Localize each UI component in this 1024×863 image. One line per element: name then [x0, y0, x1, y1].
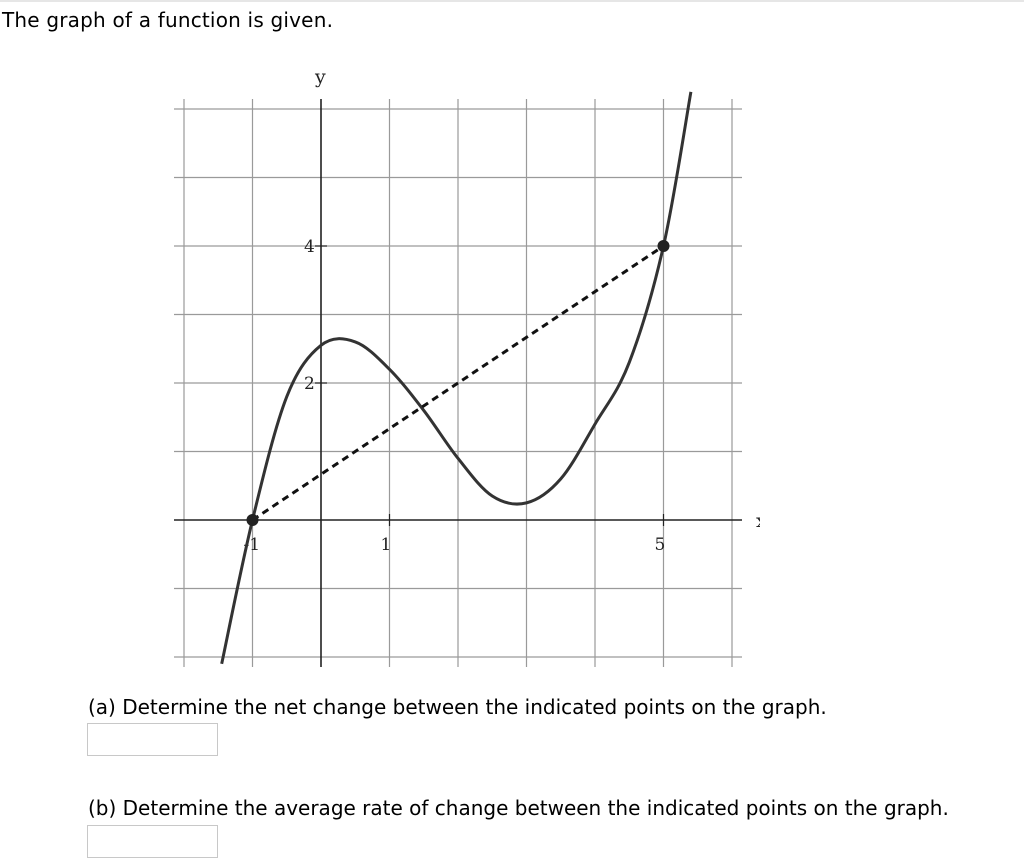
- indicated-point: [657, 240, 670, 252]
- y-tick-label: 4: [304, 237, 315, 257]
- answer-a-input[interactable]: [87, 723, 218, 756]
- x-axis-label: x: [756, 510, 760, 532]
- y-tick-label: 2: [304, 374, 315, 394]
- indicated-point: [246, 514, 259, 526]
- problem-prompt: The graph of a function is given.: [2, 8, 334, 32]
- secant-line: [251, 244, 665, 522]
- question-b-label: (b) Determine the average rate of change…: [88, 796, 949, 820]
- y-axis-label: y: [314, 66, 326, 88]
- question-a-label: (a) Determine the net change between the…: [88, 695, 827, 719]
- function-curve: [220, 91, 693, 665]
- top-divider: [0, 0, 1024, 2]
- x-tick-label: 1: [381, 535, 392, 555]
- answer-b-input[interactable]: [87, 825, 218, 858]
- x-tick-label: 5: [655, 535, 666, 555]
